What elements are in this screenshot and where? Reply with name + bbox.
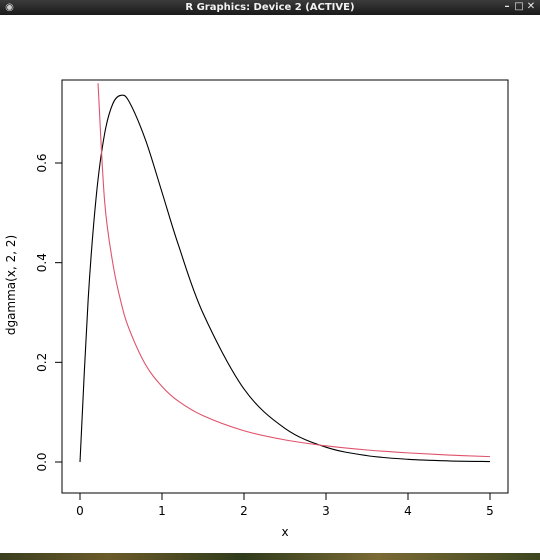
y-axis: 0.0 0.2 0.4 0.6	[35, 153, 63, 472]
r-logo-icon[interactable]: ◉	[5, 2, 14, 13]
desktop-background-strip	[0, 553, 540, 560]
series-lines	[79, 83, 491, 463]
maximize-icon[interactable]: □	[514, 1, 524, 12]
minimize-icon[interactable]: –	[504, 1, 510, 12]
x-tick-label: 5	[486, 504, 494, 518]
y-tick-label: 0.4	[35, 253, 49, 272]
y-tick-label: 0.2	[35, 353, 49, 372]
x-tick-label: 2	[240, 504, 248, 518]
title-bar[interactable]: ◉ R Graphics: Device 2 (ACTIVE) – □ ✕	[0, 0, 540, 15]
plot-frame	[61, 79, 509, 494]
x-tick-label: 4	[404, 504, 412, 518]
window-title: R Graphics: Device 2 (ACTIVE)	[185, 2, 355, 13]
y-tick-label: 0.0	[35, 452, 49, 471]
chart: 0 1 2 3 4 5 0.0 0.2 0.4 0.6 x dgamma(x, 2, 2)	[4, 79, 509, 539]
series-line-red	[97, 83, 491, 458]
series-line-black	[79, 94, 491, 463]
x-tick-label: 1	[158, 504, 166, 518]
y-axis-label: dgamma(x, 2, 2)	[4, 235, 18, 335]
x-tick-label: 3	[322, 504, 330, 518]
x-tick-label: 0	[76, 504, 84, 518]
y-tick-label: 0.6	[35, 153, 49, 172]
x-axis-label: x	[281, 525, 288, 539]
plot-area: 0 1 2 3 4 5 0.0 0.2 0.4 0.6 x dgamma(x, 2, 2)	[0, 15, 540, 553]
close-icon[interactable]: ✕	[526, 1, 536, 12]
x-axis: 0 1 2 3 4 5	[76, 492, 494, 518]
